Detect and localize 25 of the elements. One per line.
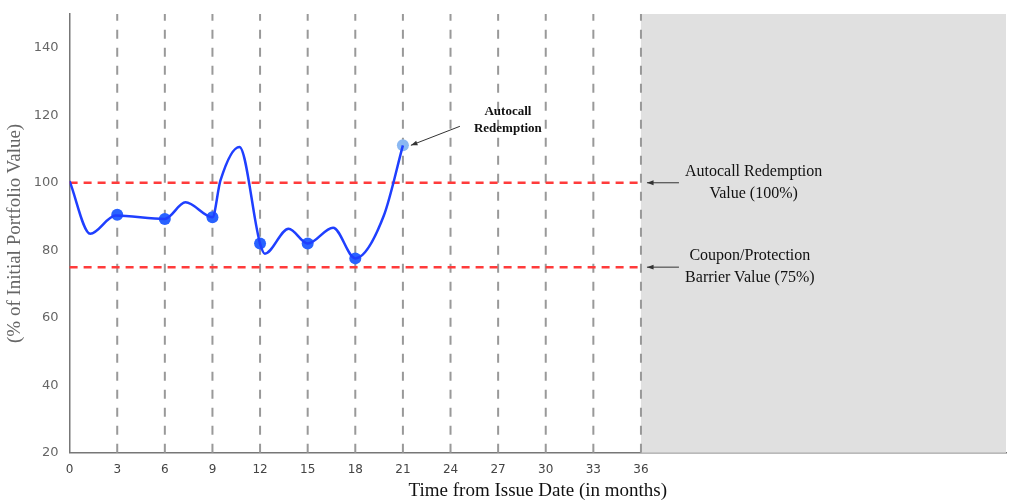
ref-line-label: Coupon/Protection Barrier Value (75%): [685, 246, 815, 287]
x-tick-label: 24: [442, 462, 459, 477]
x-axis-title: Time from Issue Date (in months): [408, 478, 668, 501]
x-tick-label: 21: [395, 462, 411, 477]
y-axis-title: (% of Initial Portfolio Value): [3, 123, 26, 343]
x-tick-label: 15: [300, 462, 316, 477]
y-tick-label: 80: [42, 241, 59, 257]
y-tick-label: 140: [33, 39, 59, 55]
x-tick-label: 6: [161, 462, 169, 477]
x-tick-label: 12: [252, 462, 268, 477]
y-tick-label: 60: [42, 309, 59, 325]
x-tick-label: 9: [208, 462, 217, 477]
y-tick-label: 100: [33, 174, 59, 190]
annotation: Autocall Redemption: [473, 103, 543, 136]
x-tick-label: 33: [585, 462, 601, 477]
y-tick-label: 40: [42, 376, 59, 392]
x-tick-label: 18: [347, 462, 363, 477]
x-tick-label: 30: [538, 462, 554, 477]
ref-line-label: Autocall Redemption Value (100%): [684, 161, 823, 202]
x-tick-label: 0: [65, 462, 74, 477]
y-tick-label: 20: [42, 444, 59, 460]
y-tick-label: 120: [33, 106, 59, 122]
x-tick-label: 3: [113, 462, 122, 477]
x-tick-label: 36: [633, 462, 649, 477]
x-tick-label: 27: [490, 462, 506, 477]
